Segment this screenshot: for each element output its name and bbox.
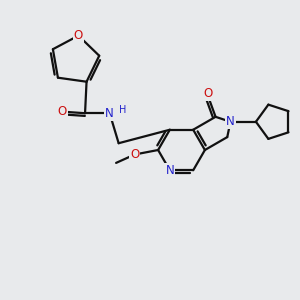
Text: H: H [118,105,126,115]
Text: O: O [130,148,139,161]
Text: O: O [57,105,67,118]
Text: N: N [226,115,235,128]
Text: N: N [105,107,114,120]
Text: N: N [165,164,174,177]
Text: O: O [203,87,212,100]
Text: O: O [74,29,83,42]
